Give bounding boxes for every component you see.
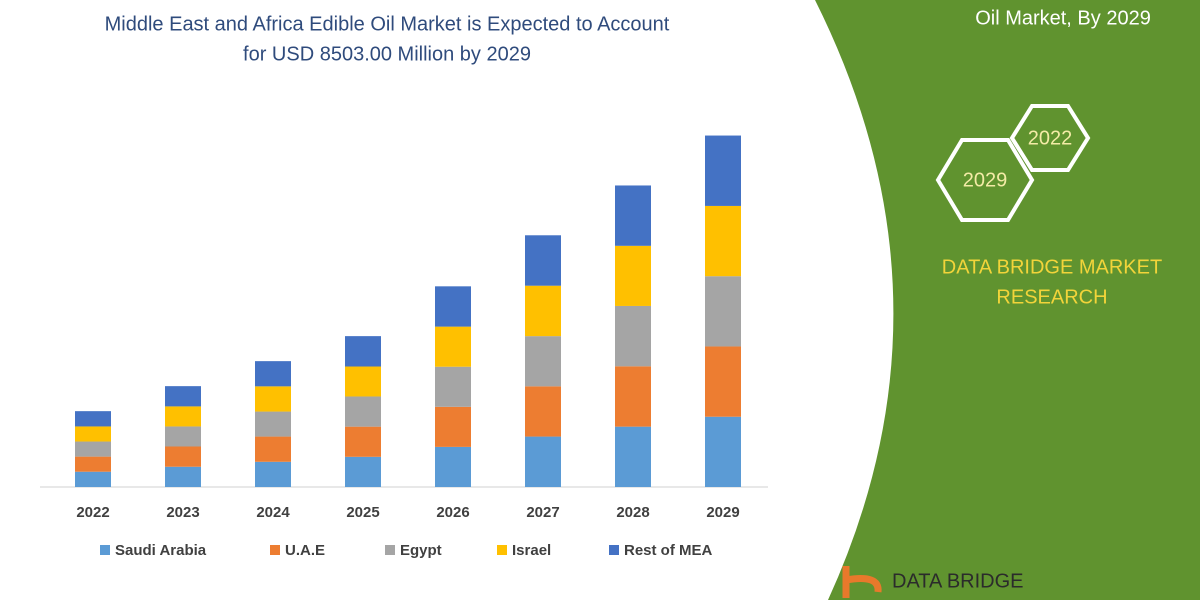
bar-segment xyxy=(705,135,741,206)
x-tick-label: 2029 xyxy=(706,504,739,521)
bar-segment xyxy=(345,396,381,427)
legend-label: Egypt xyxy=(400,542,442,559)
brand-text: RESEARCH xyxy=(996,286,1107,308)
bar-segment xyxy=(255,461,291,487)
logo-icon xyxy=(842,566,882,598)
bar-segment xyxy=(615,426,651,487)
legend-label: U.A.E xyxy=(285,542,325,559)
x-tick-label: 2028 xyxy=(616,504,649,521)
bar-segment xyxy=(255,386,291,412)
legend-label: Rest of MEA xyxy=(624,542,713,559)
bar-segment xyxy=(615,305,651,367)
bar-segment xyxy=(165,386,201,407)
bar-segment xyxy=(345,456,381,487)
brand-text: DATA BRIDGE MARKET xyxy=(942,256,1162,278)
bar-segment xyxy=(345,336,381,367)
legend-label: Israel xyxy=(512,542,551,559)
bar-segment xyxy=(615,245,651,306)
bar-segment xyxy=(435,286,471,327)
legend-label: Saudi Arabia xyxy=(115,542,207,559)
x-tick-label: 2025 xyxy=(346,504,379,521)
bar-segment xyxy=(165,466,201,487)
bar-segment xyxy=(165,446,201,467)
bar-segment xyxy=(435,326,471,367)
green-panel xyxy=(815,0,1200,600)
bar-segment xyxy=(75,471,111,487)
bar-segment xyxy=(75,426,111,442)
bar-segment xyxy=(165,426,201,447)
bar-segment xyxy=(435,446,471,487)
x-tick-label: 2024 xyxy=(256,504,290,521)
bar-segment xyxy=(525,386,561,437)
hexagon xyxy=(935,138,1035,222)
bar-segment xyxy=(435,366,471,407)
bar-segment xyxy=(525,285,561,337)
bar-segment xyxy=(345,366,381,397)
bar-segment xyxy=(75,411,111,427)
chart-title: Middle East and Africa Edible Oil Market… xyxy=(105,13,670,35)
bar-segment xyxy=(525,235,561,286)
x-tick-label: 2022 xyxy=(76,504,109,521)
x-tick-label: 2023 xyxy=(166,504,199,521)
hexagon xyxy=(1009,104,1091,172)
bar-segment xyxy=(435,406,471,447)
panel-heading: Oil Market, By 2029 xyxy=(975,7,1151,29)
hex-label: 2022 xyxy=(1028,127,1073,149)
bar-segment xyxy=(705,205,741,277)
bar-segment xyxy=(525,336,561,387)
bar-segment xyxy=(705,346,741,417)
bar-segment xyxy=(615,366,651,427)
x-tick-label: 2027 xyxy=(526,504,559,521)
chart-title: for USD 8503.00 Million by 2029 xyxy=(243,43,531,65)
bar-segment xyxy=(345,426,381,457)
bar-segment xyxy=(255,411,291,437)
bar-segment xyxy=(75,441,111,457)
hex-label: 2029 xyxy=(963,169,1008,191)
legend-swatch xyxy=(497,545,507,555)
legend-swatch xyxy=(100,545,110,555)
bar-segment xyxy=(75,456,111,472)
bar-segment xyxy=(705,276,741,347)
legend-swatch xyxy=(270,545,280,555)
bar-segment xyxy=(255,361,291,387)
bar-segment xyxy=(615,185,651,246)
bar-segment xyxy=(255,436,291,462)
bar-segment xyxy=(525,436,561,487)
legend-swatch xyxy=(385,545,395,555)
bar-segment xyxy=(165,406,201,427)
legend-swatch xyxy=(609,545,619,555)
x-tick-label: 2026 xyxy=(436,504,469,521)
bar-segment xyxy=(705,416,741,487)
logo-text: DATA BRIDGE xyxy=(892,570,1024,592)
